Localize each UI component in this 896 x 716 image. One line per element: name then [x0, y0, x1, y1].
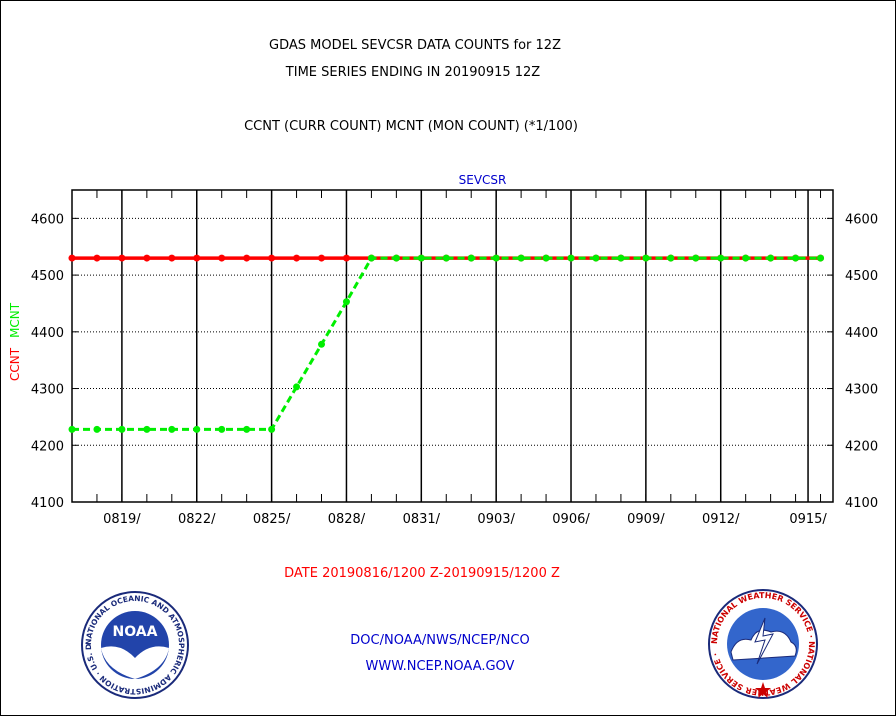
- chart-subtitle: CCNT (CURR COUNT) MCNT (MON COUNT) (*1/1…: [244, 119, 578, 134]
- data-point-ccnt: [293, 254, 301, 262]
- x-tick-label: 0831/: [403, 512, 441, 527]
- data-point-mcnt: [68, 425, 76, 433]
- data-point-ccnt: [342, 254, 350, 262]
- y-axis-label-mcnt: MCNT: [8, 302, 22, 338]
- y-tick-label-right: 4100: [845, 496, 878, 511]
- data-point-mcnt: [742, 254, 750, 262]
- data-point-mcnt: [243, 425, 251, 433]
- data-point-mcnt: [143, 425, 151, 433]
- data-point-mcnt: [442, 254, 450, 262]
- data-point-ccnt: [193, 254, 201, 262]
- y-tick-label-right: 4500: [845, 269, 878, 284]
- data-point-ccnt: [168, 254, 176, 262]
- plot-label: SEVCSR: [459, 173, 507, 187]
- y-tick-label-left: 4500: [31, 269, 64, 284]
- data-point-mcnt: [417, 254, 425, 262]
- data-point-ccnt: [143, 254, 151, 262]
- y-tick-label-left: 4200: [31, 439, 64, 454]
- data-point-mcnt: [592, 254, 600, 262]
- data-point-mcnt: [817, 254, 825, 262]
- data-point-mcnt: [268, 425, 276, 433]
- chart-title-line2: TIME SERIES ENDING IN 20190915 12Z: [285, 65, 541, 80]
- data-point-mcnt: [617, 254, 625, 262]
- series-line-mcnt: [72, 256, 821, 431]
- data-point-mcnt: [667, 254, 675, 262]
- x-tick-label: 0915/: [789, 512, 827, 527]
- data-point-mcnt: [467, 254, 475, 262]
- data-point-mcnt: [717, 254, 725, 262]
- data-point-ccnt: [318, 254, 326, 262]
- data-point-mcnt: [218, 425, 226, 433]
- x-tick-label: 0822/: [178, 512, 216, 527]
- data-point-ccnt: [243, 254, 251, 262]
- data-point-mcnt: [318, 340, 326, 348]
- plot-area: [71, 189, 834, 503]
- data-point-ccnt: [118, 254, 126, 262]
- y-tick-label-right: 4300: [845, 383, 878, 398]
- data-point-ccnt: [93, 254, 101, 262]
- x-tick-label: 0828/: [328, 512, 366, 527]
- data-point-mcnt: [392, 254, 400, 262]
- chart-title-line1: GDAS MODEL SEVCSR DATA COUNTS for 12Z: [269, 38, 561, 53]
- y-tick-label-left: 4100: [31, 496, 64, 511]
- data-point-mcnt: [792, 254, 800, 262]
- data-point-ccnt: [68, 254, 76, 262]
- data-point-mcnt: [293, 383, 301, 391]
- org-label: DOC/NOAA/NWS/NCEP/NCO: [350, 633, 530, 648]
- x-tick-label: 0909/: [627, 512, 665, 527]
- data-point-mcnt: [542, 254, 550, 262]
- noaa-logo-label: NOAA: [113, 624, 158, 640]
- x-tick-label: 0912/: [702, 512, 740, 527]
- data-point-mcnt: [118, 425, 126, 433]
- data-point-mcnt: [567, 254, 575, 262]
- y-axis-label: CCNT MCNT: [8, 302, 22, 381]
- data-point-ccnt: [218, 254, 226, 262]
- website-label: WWW.NCEP.NOAA.GOV: [365, 659, 515, 674]
- data-point-mcnt: [193, 425, 201, 433]
- noaa-logo-icon: NATIONAL OCEANIC AND ATMOSPHERIC ADMINIS…: [80, 590, 189, 699]
- y-tick-label-left: 4600: [31, 212, 64, 227]
- date-range-label: DATE 20190816/1200 Z-20190915/1200 Z: [284, 566, 560, 581]
- x-tick-label: 0825/: [253, 512, 291, 527]
- nws-logo-icon: NATIONAL WEATHER SERVICE · NATIONAL WEAT…: [708, 589, 818, 699]
- y-tick-label-right: 4600: [845, 212, 878, 227]
- data-point-mcnt: [492, 254, 500, 262]
- data-point-mcnt: [692, 254, 700, 262]
- y-axis-label-ccnt: CCNT: [8, 347, 22, 381]
- data-point-mcnt: [642, 254, 650, 262]
- x-tick-label: 0819/: [103, 512, 141, 527]
- data-point-mcnt: [767, 254, 775, 262]
- y-tick-label-right: 4200: [845, 439, 878, 454]
- data-point-mcnt: [93, 425, 101, 433]
- data-point-mcnt: [367, 254, 375, 262]
- y-tick-label-right: 4400: [845, 326, 878, 341]
- y-tick-label-left: 4300: [31, 383, 64, 398]
- data-point-ccnt: [268, 254, 276, 262]
- x-tick-label: 0906/: [552, 512, 590, 527]
- x-tick-label: 0903/: [477, 512, 515, 527]
- data-point-mcnt: [517, 254, 525, 262]
- data-point-mcnt: [168, 425, 176, 433]
- y-tick-label-left: 4400: [31, 326, 64, 341]
- data-point-mcnt: [342, 298, 350, 306]
